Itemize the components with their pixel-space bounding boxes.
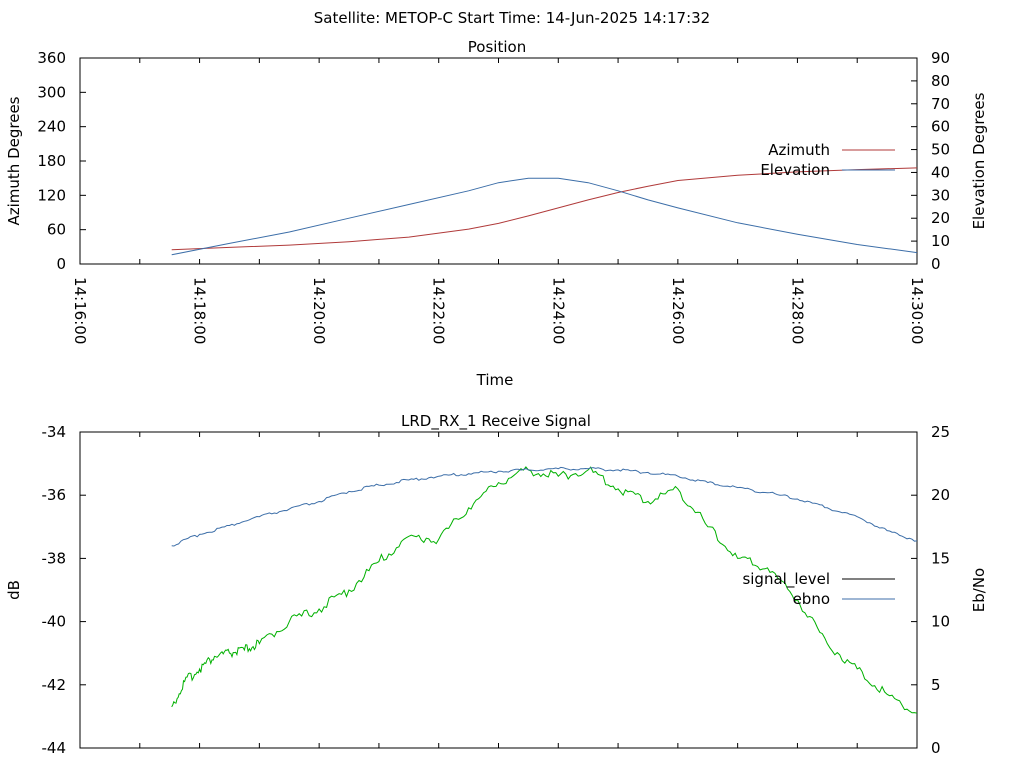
y-tick-label: 120 <box>37 186 66 204</box>
x-tick-label: 14:30:00 <box>908 277 926 344</box>
y-tick-label: -40 <box>42 613 67 631</box>
position-chart-title: Position <box>468 38 526 56</box>
legend-label: Elevation <box>760 161 830 179</box>
signal-series <box>171 466 918 714</box>
x-tick-label: 14:26:00 <box>669 277 687 344</box>
x-tick-label: 14:28:00 <box>788 277 806 344</box>
legend-label: signal_level <box>742 570 830 589</box>
y-tick-label: -42 <box>42 676 67 694</box>
y2-tick-label: 0 <box>931 255 941 273</box>
y-tick-label: -34 <box>42 423 67 441</box>
y-tick-label: 180 <box>37 152 66 170</box>
y-tick-label: 240 <box>37 118 66 136</box>
x-tick-label: 14:24:00 <box>549 277 567 344</box>
x-tick-label: 14:16:00 <box>71 277 89 344</box>
position-x-axis-label: Time <box>476 371 514 389</box>
signal-y-axis-label: dB <box>5 580 23 600</box>
signal-y2-axis-label: Eb/No <box>970 568 988 612</box>
y2-tick-label: 30 <box>931 186 950 204</box>
y-tick-label: -36 <box>42 486 67 504</box>
series-line-signal-level <box>171 466 918 714</box>
series-line-azimuth <box>171 167 918 251</box>
legend-label: Azimuth <box>768 141 830 159</box>
legend-label: ebno <box>793 590 830 608</box>
y2-tick-label: 10 <box>931 232 950 250</box>
x-tick-label: 14:22:00 <box>430 277 448 344</box>
y2-tick-label: 20 <box>931 486 950 504</box>
position-ticks: 14:16:00 14:18:00 14:20:00 14:22:00 14:24:00… <box>37 49 950 344</box>
series-line-ebno <box>171 466 918 547</box>
signal-ticks: -44 -42 -40 -38 -36 -34 0 5 10 15 20 25 <box>42 423 951 757</box>
y2-tick-label: 15 <box>931 549 950 567</box>
x-tick-label: 14:20:00 <box>310 277 328 344</box>
y2-tick-label: 25 <box>931 423 950 441</box>
y-tick-label: -44 <box>42 739 67 757</box>
y2-tick-label: 70 <box>931 95 950 113</box>
y-tick-label: 60 <box>47 221 66 239</box>
y-tick-label: 300 <box>37 83 66 101</box>
signal-chart: LRD_RX_1 Receive Signal -44-42-40-38-36-… <box>5 412 988 757</box>
position-legend: Azimuth Elevation <box>760 141 895 179</box>
series-line-elevation <box>171 177 918 256</box>
x-tick-label: 14:18:00 <box>191 277 209 344</box>
position-chart: Position 14:16:00 14:18:00 14:20:00 14:22:0… <box>5 38 988 389</box>
y2-tick-label: 90 <box>931 49 950 67</box>
signal-chart-title: LRD_RX_1 Receive Signal <box>401 412 591 431</box>
y2-tick-label: 5 <box>931 676 941 694</box>
signal-plot-frame <box>79 431 918 749</box>
position-series <box>171 167 918 256</box>
y-tick-label: 0 <box>56 255 66 273</box>
y2-tick-label: 50 <box>931 141 950 159</box>
y-tick-label: -38 <box>42 549 67 567</box>
y2-tick-label: 60 <box>931 118 950 136</box>
y2-tick-label: 80 <box>931 72 950 90</box>
position-y-axis-label: Azimuth Degrees <box>5 96 23 225</box>
page-title: Satellite: METOP-C Start Time: 14-Jun-20… <box>314 9 710 27</box>
y2-tick-label: 0 <box>931 739 941 757</box>
y2-tick-label: 10 <box>931 613 950 631</box>
y2-tick-label: 20 <box>931 209 950 227</box>
y2-tick-label: 40 <box>931 163 950 181</box>
position-y2-axis-label: Elevation Degrees <box>970 92 988 229</box>
y-tick-label: 360 <box>37 49 66 67</box>
